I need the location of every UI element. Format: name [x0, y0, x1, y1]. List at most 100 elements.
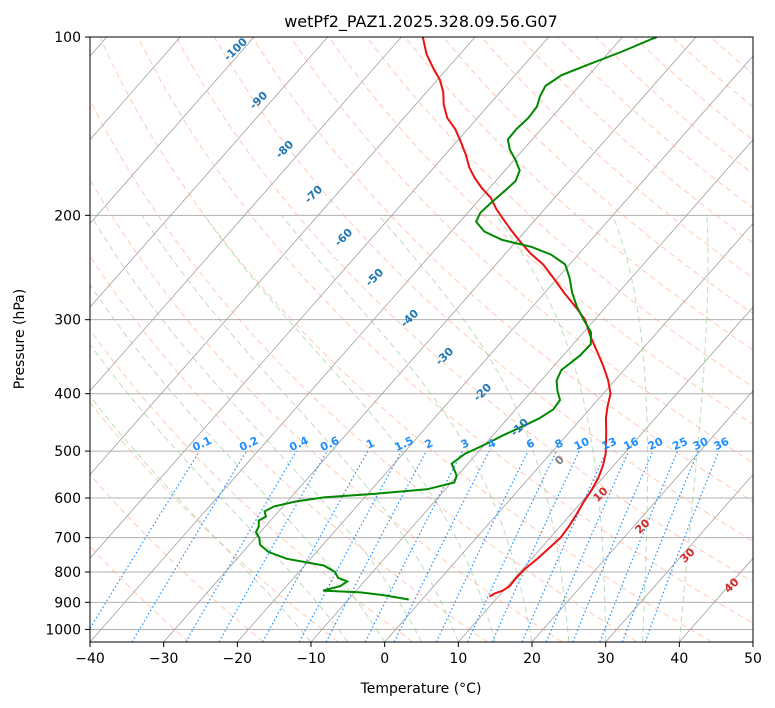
- moist-adiabat: [90, 215, 422, 642]
- y-tick-label: 300: [54, 313, 81, 329]
- axes: −40 −30 −20 −10 0 10 20 30 40 5010020030040050060…: [45, 30, 762, 667]
- isotherm-line: [384, 222, 753, 642]
- dry-adiabat: [748, 37, 753, 42]
- mixing-ratio-label: 30: [691, 435, 711, 453]
- isotherm-line: [458, 306, 753, 642]
- moist-adiabat: [90, 395, 312, 642]
- moist-adiabat: [612, 215, 649, 642]
- mixing-ratio-line: [644, 450, 720, 642]
- mixing-ratio-line: [621, 450, 699, 642]
- isotherm-label: -70: [302, 183, 326, 206]
- isotherm-label: -50: [363, 266, 387, 289]
- mixing-ratio-label: 6: [524, 436, 537, 451]
- mixing-ratio-label: 13: [599, 435, 618, 453]
- isotherm-label: -80: [273, 138, 297, 161]
- dry-adiabat: [442, 37, 753, 315]
- isotherm-line: [90, 37, 402, 392]
- moist-adiabat: [495, 215, 607, 642]
- isotherm-line: [90, 37, 623, 642]
- dry-adiabat: [251, 37, 753, 503]
- isotherm-line: [605, 473, 753, 642]
- moist-adiabat: [90, 343, 349, 642]
- isotherm-line: [90, 37, 329, 308]
- isotherm-label: -90: [247, 89, 271, 112]
- isotherm-line: [531, 390, 753, 642]
- mixing-ratio-label: 16: [622, 435, 642, 453]
- isotherm-label: -30: [433, 345, 457, 368]
- mixing-ratio-label: 20: [646, 435, 666, 453]
- dewpoint-profile: [254, 37, 658, 601]
- mixing-ratio-label: 10: [572, 435, 592, 453]
- y-tick-label: 200: [54, 208, 81, 224]
- dry-adiabat: [480, 37, 753, 279]
- dry-adiabat: [328, 37, 753, 425]
- isotherm-label: 0: [552, 453, 567, 468]
- y-tick-label: 600: [54, 491, 81, 507]
- y-tick-label: 900: [54, 595, 81, 611]
- mixing-ratio-line: [325, 450, 427, 642]
- moist-adiabat: [678, 215, 709, 642]
- x-tick-label: 30: [597, 651, 615, 667]
- dry-adiabat: [99, 37, 712, 642]
- dry-adiabat: [90, 178, 563, 642]
- dry-adiabat: [137, 37, 753, 624]
- chart-title: wetPf2_PAZ1.2025.328.09.56.G07: [284, 12, 558, 32]
- mixing-ratio-line: [364, 450, 464, 642]
- mixing-ratio-label: 2: [423, 436, 435, 451]
- x-tick-label: 0: [380, 651, 389, 667]
- isotherm-line: [90, 37, 255, 225]
- mixing-ratio-line: [298, 450, 403, 642]
- mixing-ratio-line: [393, 450, 490, 642]
- isotherm-line: [163, 37, 697, 642]
- x-tick-label: −10: [296, 651, 326, 667]
- mixing-ratio-label: 25: [670, 435, 689, 453]
- dry-adiabat: [366, 37, 753, 388]
- y-tick-label: 700: [54, 531, 81, 547]
- x-tick-label: −30: [149, 651, 179, 667]
- dry-adiabat: [90, 98, 638, 642]
- y-tick-label: 100: [54, 30, 81, 46]
- dry-adiabat: [90, 329, 414, 642]
- moist-adiabat: [203, 215, 496, 642]
- isotherm-label: -60: [332, 226, 356, 249]
- moist-adiabat: [378, 214, 570, 642]
- mixing-ratio-line: [521, 450, 608, 642]
- isotherm-line: [752, 641, 753, 642]
- mixing-ratio-line: [185, 450, 297, 642]
- isotherm-line: [90, 37, 181, 141]
- mixing-ratio-line: [262, 450, 369, 642]
- dry-adiabat: [90, 545, 190, 642]
- y-tick-label: 400: [54, 387, 81, 403]
- plot-frame: [89, 36, 754, 643]
- isotherm-label: -40: [398, 307, 422, 330]
- x-tick-label: 40: [670, 651, 688, 667]
- isotherm-line: [237, 55, 753, 642]
- mixing-ratio-line: [599, 450, 679, 642]
- isotherm-label: -100: [221, 35, 250, 64]
- dry-adiabat: [90, 473, 264, 642]
- isotherm-line: [90, 37, 476, 476]
- mixing-ratio-line: [572, 450, 654, 642]
- isotherm-label: 40: [722, 575, 742, 595]
- isotherm-label: 20: [633, 516, 653, 536]
- x-tick-label: 10: [449, 651, 467, 667]
- dry-adiabat: [290, 37, 753, 464]
- dry-adiabat: [90, 401, 339, 642]
- y-tick-label: 500: [54, 444, 81, 460]
- mixing-ratio-label: 1: [364, 436, 376, 451]
- mixing-ratio-label: 36: [712, 435, 732, 453]
- isotherm-line: [90, 37, 550, 559]
- dry-adiabat: [709, 37, 753, 75]
- mixing-ratio-line: [218, 450, 328, 642]
- x-tick-label: −20: [223, 651, 253, 667]
- dry-adiabat: [90, 255, 488, 642]
- moist-adiabat: [90, 283, 386, 642]
- moist-adiabat: [141, 215, 459, 642]
- mixing-ratio-label: 3: [459, 436, 471, 451]
- dry-adiabat: [633, 37, 753, 141]
- isotherm-label: -20: [471, 381, 495, 404]
- y-tick-label: 800: [54, 565, 81, 581]
- x-tick-label: −40: [75, 651, 105, 667]
- x-tick-label: 20: [523, 651, 541, 667]
